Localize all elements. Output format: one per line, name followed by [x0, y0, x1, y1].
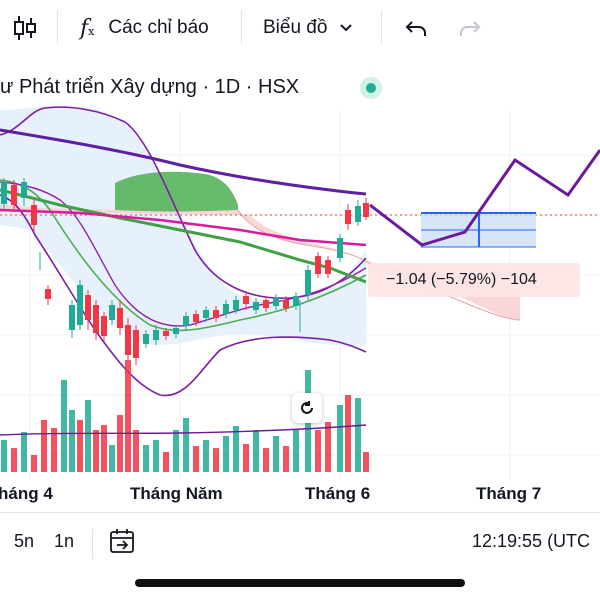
redo-icon — [460, 21, 481, 36]
projection-box — [421, 212, 536, 248]
bollinger-lower-line — [0, 194, 367, 397]
chevron-down-icon — [340, 24, 353, 32]
indicators-label: Các chỉ báo — [108, 17, 209, 38]
chart-type-label: Biểu đồ — [263, 17, 328, 38]
projection-path — [369, 149, 600, 247]
ichimoku-cloud-bullish — [115, 171, 238, 212]
market-status-dot — [360, 77, 382, 99]
range-1n-button[interactable]: 1n — [54, 531, 75, 551]
bollinger-middle-line — [0, 179, 367, 332]
undo-icon — [405, 21, 426, 36]
bottom-toolbar: 5n 1n 12:19:55 (UTC — [0, 512, 600, 572]
indicators-button[interactable]: fx Các chỉ báo — [80, 0, 209, 56]
x-axis-label-april: háng 4 — [0, 484, 53, 503]
range-5n-button[interactable]: 5n — [14, 531, 35, 551]
candles-early — [1, 178, 369, 365]
refresh-icon — [301, 401, 313, 414]
calendar-arrow-icon — [110, 529, 134, 553]
candlestick-icon[interactable] — [12, 0, 38, 56]
price-change-tooltip: −1.04 (−5.79%) −104 — [368, 263, 580, 297]
price-chart[interactable] — [0, 56, 600, 511]
ichimoku-cloud-bearish — [0, 205, 520, 320]
x-axis-label-june: Tháng 6 — [305, 484, 371, 503]
volume-bars — [1, 360, 369, 472]
reset-chart-button[interactable] — [292, 393, 322, 423]
top-toolbar: fx Các chỉ báo Biểu đồ — [0, 0, 600, 56]
x-axis-label-july: Tháng 7 — [476, 484, 542, 503]
redo-button[interactable] — [458, 0, 482, 56]
toolbar-divider — [381, 10, 382, 44]
function-icon: fx — [80, 15, 95, 41]
bottom-divider — [92, 529, 93, 559]
clock-timezone[interactable]: 12:19:55 (UTC — [472, 531, 591, 551]
home-indicator — [135, 579, 465, 587]
go-to-date-button[interactable] — [108, 527, 138, 562]
chart-type-button[interactable]: Biểu đồ — [263, 0, 353, 56]
undo-button[interactable] — [404, 0, 428, 56]
conversion-line — [0, 208, 367, 247]
x-axis-label-may: Tháng Năm — [130, 484, 223, 503]
volume-ma-line — [0, 424, 367, 436]
toolbar-divider — [57, 10, 58, 44]
chart-title: ư Phát triển Xây dựng · 1D · HSX — [0, 76, 300, 98]
toolbar-divider — [241, 10, 242, 44]
long-ma-line — [0, 128, 367, 196]
